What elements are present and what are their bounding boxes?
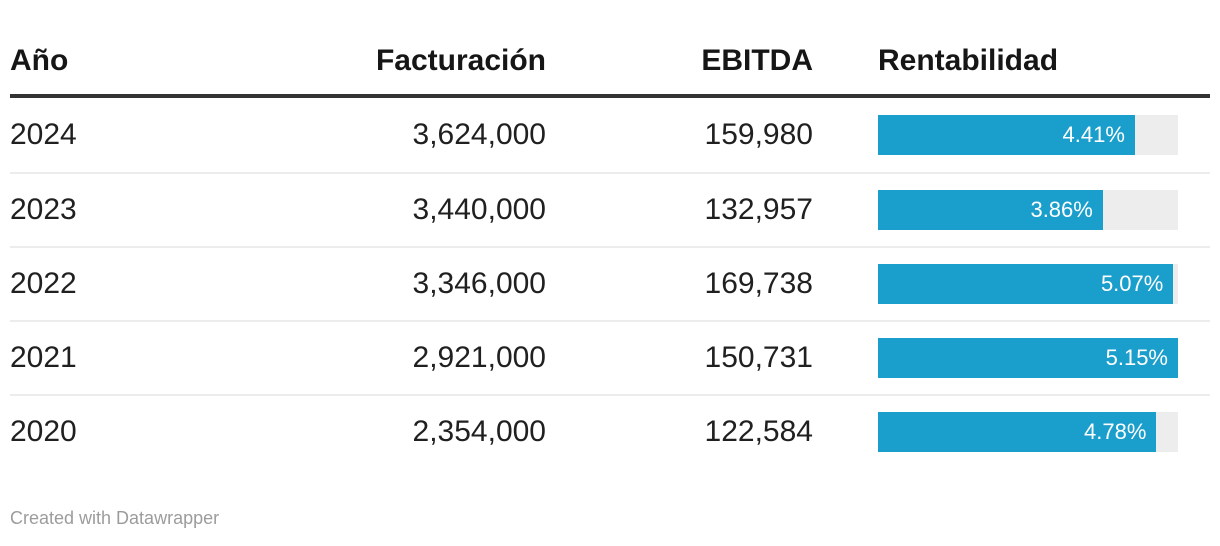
ebitda-cell: 159,980 (704, 118, 813, 151)
facturacion-cell: 3,346,000 (412, 267, 546, 300)
facturacion-cell: 3,624,000 (412, 118, 546, 151)
rentabilidad-cell: 4.78% (813, 412, 1178, 452)
rentabilidad-bar-track: 5.07% (878, 264, 1178, 304)
column-header-facturacion: Facturación (375, 44, 546, 77)
rentabilidad-bar: 4.78% (878, 412, 1157, 452)
year-cell: 2024 (10, 118, 77, 151)
table-row: 2023 3,440,000 132,957 3.86% (10, 172, 1210, 246)
table-header: Año Facturación EBITDA Rentabilidad (10, 0, 1210, 98)
column-header-ano: Año (10, 44, 69, 77)
table-row: 2021 2,921,000 150,731 5.15% (10, 320, 1210, 394)
ebitda-cell: 132,957 (704, 193, 813, 226)
facturacion-cell: 2,921,000 (412, 341, 546, 374)
percent-label: 4.41% (1062, 122, 1125, 147)
ebitda-cell: 150,731 (704, 341, 813, 374)
rentabilidad-bar: 4.41% (878, 115, 1135, 155)
rentabilidad-bar: 3.86% (878, 190, 1103, 230)
rentabilidad-cell: 3.86% (813, 190, 1178, 230)
year-cell: 2022 (10, 267, 77, 300)
rentabilidad-bar: 5.15% (878, 338, 1178, 378)
rentabilidad-bar-track: 3.86% (878, 190, 1178, 230)
rentabilidad-bar-track: 5.15% (878, 338, 1178, 378)
rentabilidad-cell: 5.15% (813, 338, 1178, 378)
rentabilidad-cell: 4.41% (813, 115, 1178, 155)
table-row: 2020 2,354,000 122,584 4.78% (10, 394, 1210, 468)
ebitda-cell: 169,738 (704, 267, 813, 300)
percent-label: 4.78% (1084, 419, 1147, 444)
attribution: Created with Datawrapper (10, 508, 220, 528)
year-cell: 2021 (10, 341, 77, 374)
percent-label: 5.07% (1100, 271, 1164, 296)
percent-label: 3.86% (1030, 197, 1093, 222)
column-header-ebitda: EBITDA (701, 44, 813, 77)
facturacion-cell: 3,440,000 (412, 193, 546, 226)
rentabilidad-bar-track: 4.41% (878, 115, 1178, 155)
ebitda-cell: 122,584 (704, 415, 813, 448)
table-row: 2024 3,624,000 159,980 4.41% (10, 98, 1210, 172)
rentabilidad-bar: 5.07% (878, 264, 1174, 304)
year-cell: 2023 (10, 193, 77, 226)
percent-label: 5.15% (1105, 345, 1168, 370)
column-header-rentabilidad: Rentabilidad (878, 44, 1059, 77)
table-row: 2022 3,346,000 169,738 5.07% (10, 246, 1210, 320)
rentabilidad-bar-track: 4.78% (878, 412, 1178, 452)
facturacion-cell: 2,354,000 (412, 415, 546, 448)
rentabilidad-cell: 5.07% (813, 264, 1178, 304)
year-cell: 2020 (10, 415, 77, 448)
